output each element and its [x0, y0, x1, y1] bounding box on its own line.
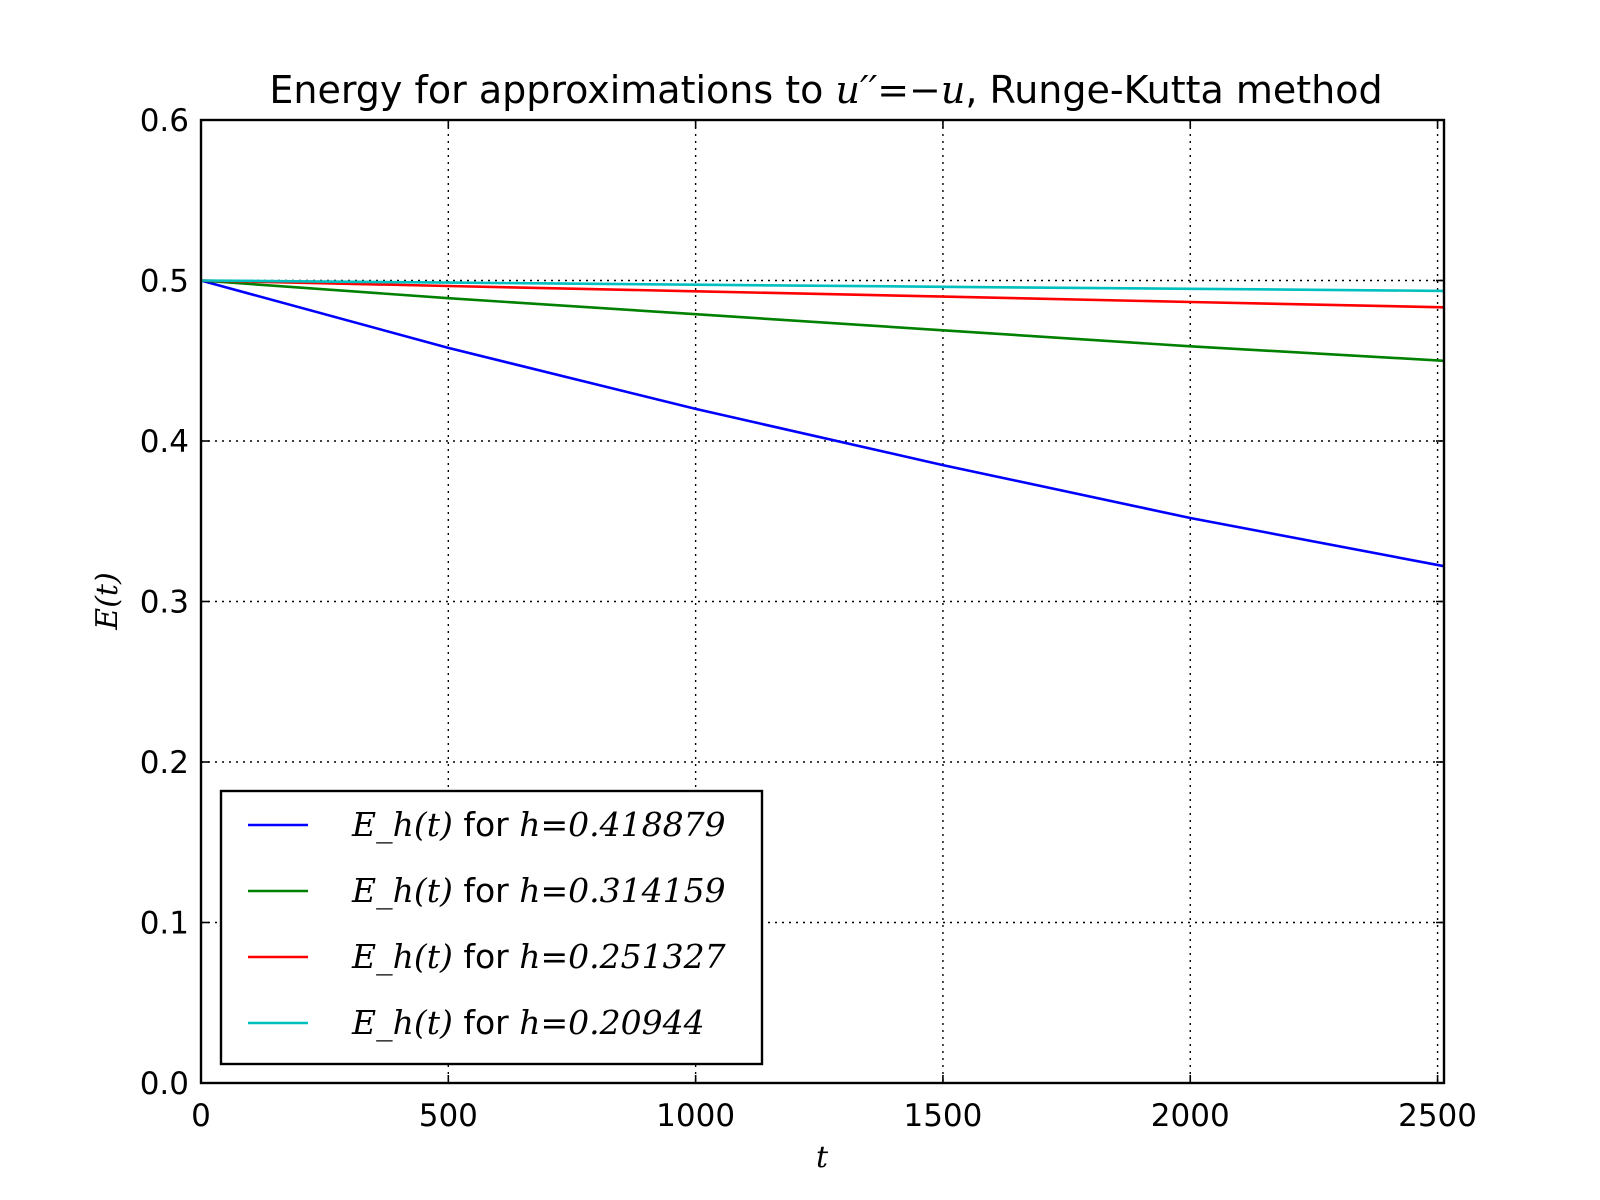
legend-label-3: E_h(t) for h=0.251327: [351, 937, 726, 977]
y-tick-label: 0.0: [140, 1066, 189, 1102]
x-tick-label: 1500: [903, 1098, 982, 1134]
series-line-2: [200, 279, 1445, 363]
x-axis-label: t: [816, 1140, 829, 1175]
series-group: [200, 279, 1445, 568]
chart-title-math: u′′=−u: [835, 68, 965, 112]
legend-items: E_h(t) for h=0.418879 E_h(t) for h=0.3141…: [248, 805, 726, 1043]
x-tick-label: 500: [419, 1098, 478, 1134]
y-tick-label: 0.3: [140, 585, 189, 621]
y-tick-label: 0.5: [140, 264, 189, 300]
y-tick-label: 0.4: [140, 424, 189, 460]
series-line-4: [200, 279, 1445, 293]
x-tick-label: 2500: [1398, 1098, 1477, 1134]
y-tick-label: 0.2: [140, 745, 189, 781]
x-tick-labels: 0 500 1000 1500 2000 2500: [191, 1098, 1477, 1134]
y-axis-label: E(t): [90, 572, 125, 630]
legend-label-1: E_h(t) for h=0.418879: [351, 805, 726, 845]
legend-label-4: E_h(t) for h=0.20944: [351, 1003, 705, 1043]
legend: E_h(t) for h=0.418879 E_h(t) for h=0.3141…: [219, 789, 764, 1066]
y-tick-labels: 0.0 0.1 0.2 0.3 0.4 0.5 0.6: [140, 103, 189, 1102]
legend-box: [219, 789, 764, 1066]
plot-frame: [199, 118, 1446, 1085]
y-tick-label: 0.1: [140, 906, 189, 942]
chart-title: Energy for approximations to u′′=−u, Run…: [269, 68, 1382, 112]
x-tick-label: 0: [191, 1098, 211, 1134]
y-tick-label: 0.6: [140, 103, 189, 139]
series-line-1: [200, 279, 1445, 568]
legend-label-2: E_h(t) for h=0.314159: [351, 871, 726, 911]
series-line-3: [200, 279, 1445, 309]
x-tick-label: 1000: [656, 1098, 735, 1134]
chart-title-suffix: , Runge-Kutta method: [965, 68, 1382, 112]
x-tick-label: 2000: [1151, 1098, 1230, 1134]
chart-title-prefix: Energy for approximations to: [269, 68, 835, 112]
